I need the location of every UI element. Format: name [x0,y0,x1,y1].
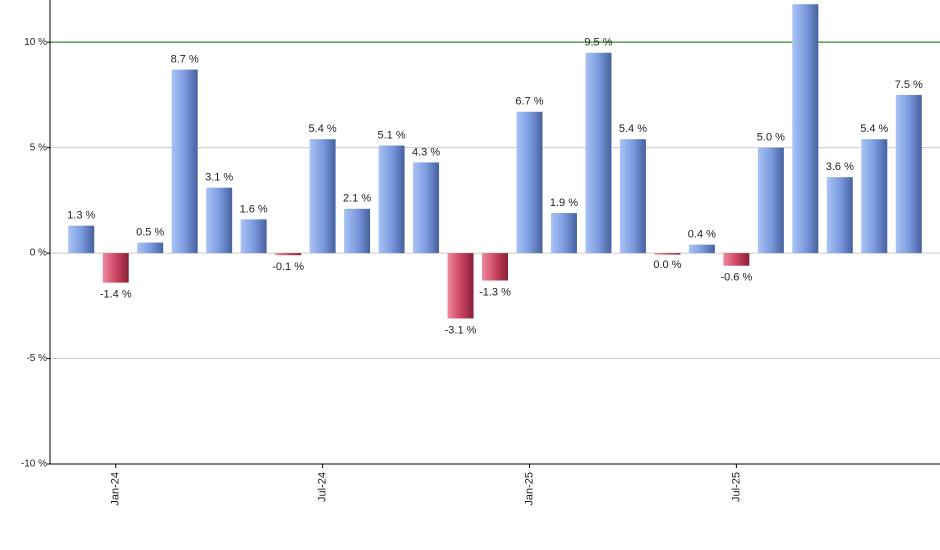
value-label: 0.5 % [136,226,164,238]
x-tick-label: Jan-25 [523,472,535,506]
value-label: 5.4 % [619,123,647,135]
bar [447,253,474,319]
bar [654,253,681,255]
bar [68,225,95,254]
bar [688,244,715,254]
y-tick-label: 0 % [30,248,47,259]
value-label: -3.1 % [445,324,477,336]
value-label: 5.4 % [860,123,888,135]
bar [275,253,302,256]
bar [861,139,888,254]
y-tick-label: 5 % [30,142,47,153]
value-label: 9.5 % [584,37,612,49]
bar [413,162,440,254]
x-tick-label: Jan-24 [110,472,122,506]
bar [240,219,267,254]
value-label: 4.3 % [412,146,440,158]
bar [895,94,922,254]
bar [482,253,508,281]
bar [757,147,784,254]
value-label: 0.0 % [653,259,681,271]
value-label: 3.6 % [826,161,854,173]
bar [344,208,371,254]
value-label: 5.4 % [309,123,337,135]
bar [378,145,405,254]
value-label: 1.9 % [550,197,578,209]
x-tick-label: Jul-24 [317,472,329,502]
value-label: 8.7 % [171,54,199,66]
value-label: -0.1 % [272,261,304,273]
value-label: 1.3 % [67,210,95,222]
bar [137,242,164,254]
bar [585,52,612,254]
value-label: -1.3 % [479,286,511,298]
bar [516,111,543,254]
bar [171,69,198,254]
bar [550,213,577,254]
value-label: 1.6 % [240,203,268,215]
bar [619,139,646,254]
value-label: 0.4 % [688,229,716,241]
value-label: 5.0 % [757,132,785,144]
value-label: 7.5 % [895,79,923,91]
value-label: 3.1 % [205,172,233,184]
bar [309,139,336,254]
bar [826,177,853,254]
value-label: -1.4 % [100,289,132,301]
y-tick-label: 10 % [24,37,47,48]
y-tick-label: -5 % [26,353,47,364]
bar [792,4,819,254]
value-label: 2.1 % [343,193,371,205]
bar [723,253,750,266]
value-label: 6.7 % [515,96,543,108]
x-tick-label: Jul-25 [730,472,742,502]
bar [206,187,233,254]
value-label: 5.1 % [377,129,405,141]
value-label: -0.6 % [720,272,752,284]
y-tick-label: -10 % [21,459,47,470]
bar [102,253,129,283]
